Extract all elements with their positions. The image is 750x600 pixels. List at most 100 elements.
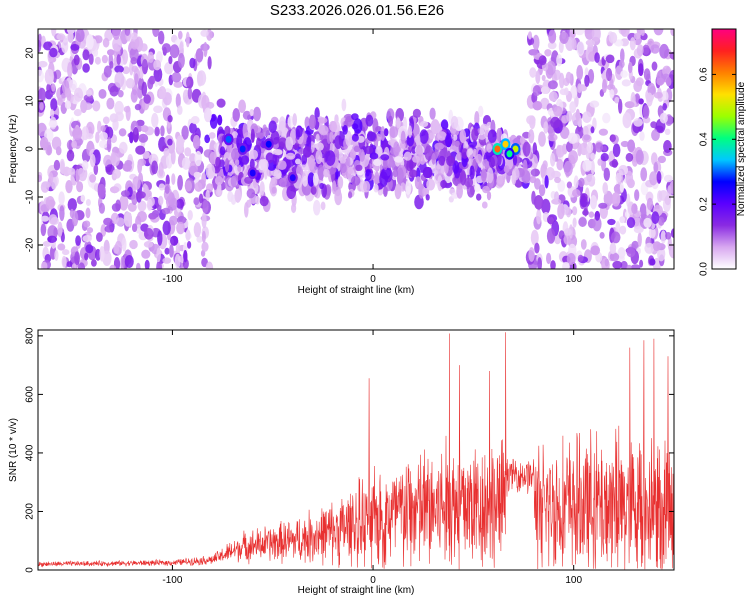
spectrogram-cell [474, 183, 481, 193]
snr-xtick-label: 0 [370, 575, 376, 586]
spectrogram-cell [156, 247, 161, 263]
spectrogram-cell [590, 160, 595, 175]
spectrogram-cell [446, 155, 455, 167]
spectrogram-cell [532, 85, 541, 97]
spectrogram-cell [425, 194, 430, 201]
spectrogram-cell [646, 92, 653, 107]
spectrogram-cell [566, 181, 573, 189]
spectrogram-cell [635, 149, 644, 165]
spectrogram-cell [48, 120, 58, 128]
spectrogram-cell [544, 175, 549, 189]
spectrogram-cell [137, 211, 147, 223]
spectrogram-cell [557, 179, 566, 192]
spectrogram-cell [620, 48, 625, 63]
spectrogram-cell [337, 176, 344, 189]
spectrogram-cell [374, 171, 380, 185]
spectrogram-cell [49, 47, 58, 58]
spectrogram-cell [137, 200, 147, 212]
spectrogram-cell [74, 251, 80, 266]
spectrogram-cell [532, 101, 543, 111]
spectrogram-cell [174, 253, 181, 269]
spectrogram-cell [103, 217, 113, 226]
spectrogram-cell [215, 188, 223, 197]
spectrogram-cell [347, 167, 354, 174]
spectrogram-cell [164, 247, 170, 255]
spectrogram-cell [460, 170, 467, 186]
snr-y-label: SNR (10 * v/v) [8, 418, 19, 482]
spectrogram-cell [602, 112, 611, 124]
spectrogram-cell [553, 106, 563, 117]
spectrogram-cell [373, 158, 382, 167]
spectrogram-cell [219, 146, 226, 156]
spectrogram-cell [428, 132, 435, 140]
spectrogram-cell [301, 162, 311, 171]
spectrogram-cell [339, 156, 347, 164]
spectrogram-cell [486, 143, 493, 153]
spectrogram-cell [407, 125, 413, 138]
spectrogram-cell [399, 141, 406, 149]
spectrogram-cell [156, 260, 162, 269]
spectrogram-cell [581, 134, 592, 143]
spectrogram-cell [143, 94, 151, 104]
spectrogram-cell [393, 141, 400, 157]
spectrogram-cell [584, 74, 590, 87]
spectrogram-cell [285, 152, 296, 160]
spectrogram-cell [657, 155, 667, 164]
spectrogram-cell [528, 247, 535, 262]
spectrogram-cell [61, 249, 70, 256]
spectrogram-cell [638, 63, 644, 76]
spectrogram-cell [40, 136, 49, 151]
spectrogram-cell [652, 241, 662, 252]
spectrogram-cell [397, 167, 404, 184]
spectrogram-cell [154, 126, 160, 137]
spectrogram-cell [224, 125, 231, 136]
spectrogram-cell [550, 116, 561, 129]
spectrogram-cell [134, 73, 139, 86]
spectrogram-cell [132, 223, 138, 232]
spectrogram-cell [177, 105, 183, 115]
spectrogram-cell [97, 120, 102, 134]
spectrogram-cell [230, 149, 240, 161]
spectrogram-cell [392, 169, 399, 178]
spectrogram-cell [153, 59, 162, 71]
spectrogram-cell [163, 147, 170, 157]
spectrogram-cell [104, 225, 114, 233]
spectrogram-cell [255, 132, 265, 140]
spectrogram-cell [561, 115, 569, 124]
spectrogram-cell [375, 126, 382, 133]
spectrogram-cell [238, 99, 247, 113]
spectrogram-cell [204, 134, 211, 144]
spectrogram-cell [639, 259, 644, 268]
spectrogram-cell [570, 85, 578, 99]
spectrogram-cell [422, 187, 427, 197]
spectrogram-cell [102, 116, 110, 125]
spectrogram-cell [189, 122, 197, 134]
spectrogram-cell [65, 180, 73, 194]
spectrogram-cell [162, 220, 171, 236]
spectrogram-cell [538, 131, 546, 147]
spectrogram-cell [599, 232, 605, 239]
spectrogram-cell [409, 169, 418, 178]
spectrogram-cell [185, 229, 191, 241]
spectrogram-cell [51, 83, 56, 92]
spectrogram-cell [259, 181, 265, 196]
spectrogram-cell [609, 242, 617, 255]
colorbar-scale [711, 28, 737, 270]
spectrogram-cell [526, 115, 536, 125]
spectrogram-cell [573, 175, 579, 189]
spectrogram-cell [106, 97, 115, 110]
spectrogram-cell [66, 149, 75, 162]
spectrogram-cell [75, 168, 80, 183]
spectrogram-cell [146, 198, 153, 211]
spectrogram-cell [76, 181, 84, 193]
spectrogram-cell [637, 232, 642, 247]
spectrogram-cell [544, 49, 552, 57]
spectrogram-cell [113, 257, 121, 269]
spectrogram-cell [651, 61, 658, 71]
spectrogram-cell [278, 137, 288, 148]
spectrogram-cell [214, 176, 224, 186]
spectrogram-cell [265, 152, 274, 164]
spectrogram-cell [130, 57, 138, 65]
spectrogram-cell [273, 169, 282, 180]
spectrogram-hotspot [225, 135, 232, 143]
